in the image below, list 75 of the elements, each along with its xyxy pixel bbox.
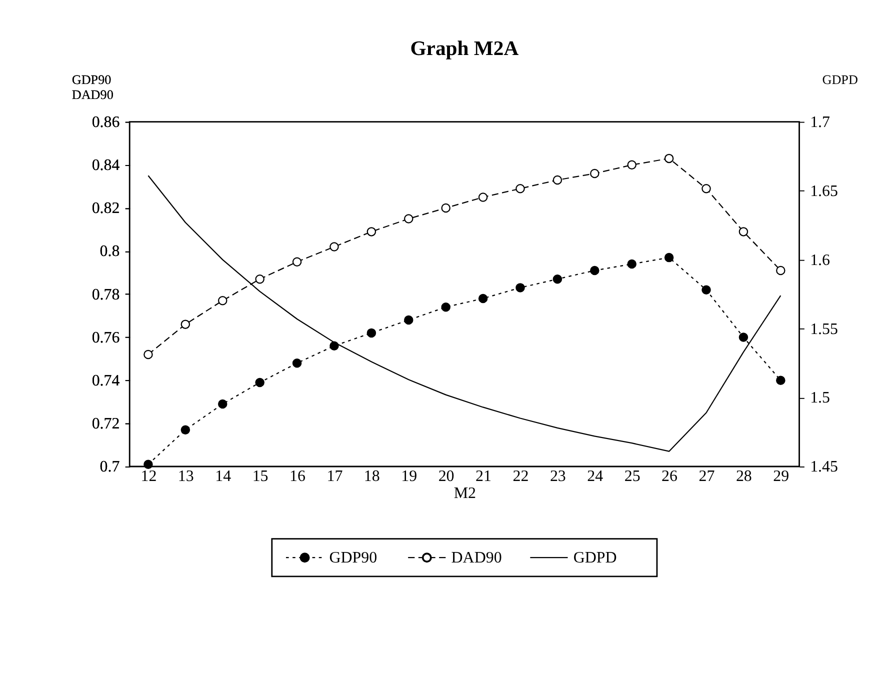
x-tick-label: 17 bbox=[326, 468, 343, 486]
point bbox=[776, 376, 786, 385]
point bbox=[738, 227, 748, 236]
point bbox=[516, 184, 525, 194]
point bbox=[404, 214, 414, 224]
legend-label: GDPD bbox=[573, 549, 617, 566]
point bbox=[590, 168, 600, 178]
point bbox=[776, 266, 786, 276]
y2-tick-label: 1.65 bbox=[810, 182, 838, 200]
point bbox=[292, 358, 302, 368]
x-tick-label: 23 bbox=[550, 468, 566, 486]
y-tick-label: 0.74 bbox=[92, 372, 120, 390]
point bbox=[292, 257, 302, 266]
x-tick-label: 19 bbox=[401, 468, 418, 486]
point bbox=[590, 266, 600, 276]
point bbox=[180, 320, 190, 329]
y-tick-label: 0.84 bbox=[92, 157, 120, 174]
legend-label: DAD90 bbox=[451, 549, 502, 566]
y2-tick-label: 1.5 bbox=[810, 390, 830, 407]
point bbox=[552, 274, 562, 284]
point bbox=[664, 154, 674, 164]
y-tick-label: 0.78 bbox=[92, 286, 120, 304]
legend-label: GDP90 bbox=[329, 549, 378, 566]
point bbox=[702, 285, 711, 294]
y-tick-label: 0.8 bbox=[100, 243, 120, 260]
point bbox=[552, 175, 562, 185]
y-tick-label: 0.86 bbox=[92, 114, 120, 131]
point bbox=[255, 274, 264, 284]
point bbox=[478, 294, 488, 304]
x-tick-label: 29 bbox=[773, 468, 790, 486]
point bbox=[144, 350, 153, 360]
x-tick-label: 16 bbox=[290, 468, 306, 486]
point bbox=[441, 302, 450, 312]
point bbox=[218, 296, 228, 306]
point bbox=[441, 203, 450, 213]
point bbox=[627, 160, 636, 170]
y-tick-label: 0.76 bbox=[92, 329, 120, 346]
y-axis-title: GDP90 DAD90 bbox=[72, 72, 114, 102]
y2-tick-label: 1.6 bbox=[810, 252, 830, 269]
y-tick-label: 0.7 bbox=[100, 458, 120, 476]
x-tick-label: 24 bbox=[587, 468, 604, 486]
x-axis-title: M2 bbox=[454, 484, 476, 502]
point bbox=[738, 332, 748, 342]
x-tick-label: 28 bbox=[736, 468, 752, 486]
point bbox=[144, 460, 153, 469]
point bbox=[366, 328, 376, 338]
point bbox=[218, 399, 228, 409]
point bbox=[627, 259, 636, 269]
point bbox=[664, 252, 674, 262]
x-tick-label: 27 bbox=[698, 468, 715, 486]
x-tick-label: 18 bbox=[364, 468, 380, 486]
x-tick-label: 20 bbox=[438, 468, 454, 486]
y2-axis-title: GDPD bbox=[822, 72, 858, 87]
x-tick-label: 15 bbox=[252, 468, 268, 486]
y2-tick-label: 1.55 bbox=[810, 320, 838, 338]
x-tick-label: 12 bbox=[140, 468, 157, 486]
y-tick-label: 0.72 bbox=[92, 416, 120, 433]
x-tick-label: 22 bbox=[512, 468, 529, 486]
point bbox=[255, 378, 264, 388]
chart-title: Graph M2A bbox=[410, 38, 519, 60]
x-tick-label: 25 bbox=[624, 468, 640, 486]
point bbox=[366, 227, 376, 236]
y-tick-label: 0.82 bbox=[92, 200, 120, 218]
point bbox=[516, 283, 525, 292]
point bbox=[404, 315, 414, 325]
x-tick-label: 13 bbox=[178, 468, 194, 486]
x-tick-label: 14 bbox=[215, 468, 232, 486]
point bbox=[478, 192, 488, 202]
x-tick-label: 21 bbox=[476, 468, 492, 486]
y2-tick-label: 1.7 bbox=[810, 114, 830, 131]
x-tick-label: 26 bbox=[662, 468, 678, 486]
point bbox=[702, 184, 711, 194]
point bbox=[180, 425, 190, 435]
y2-tick-label: 1.45 bbox=[810, 458, 838, 476]
point bbox=[330, 242, 339, 252]
